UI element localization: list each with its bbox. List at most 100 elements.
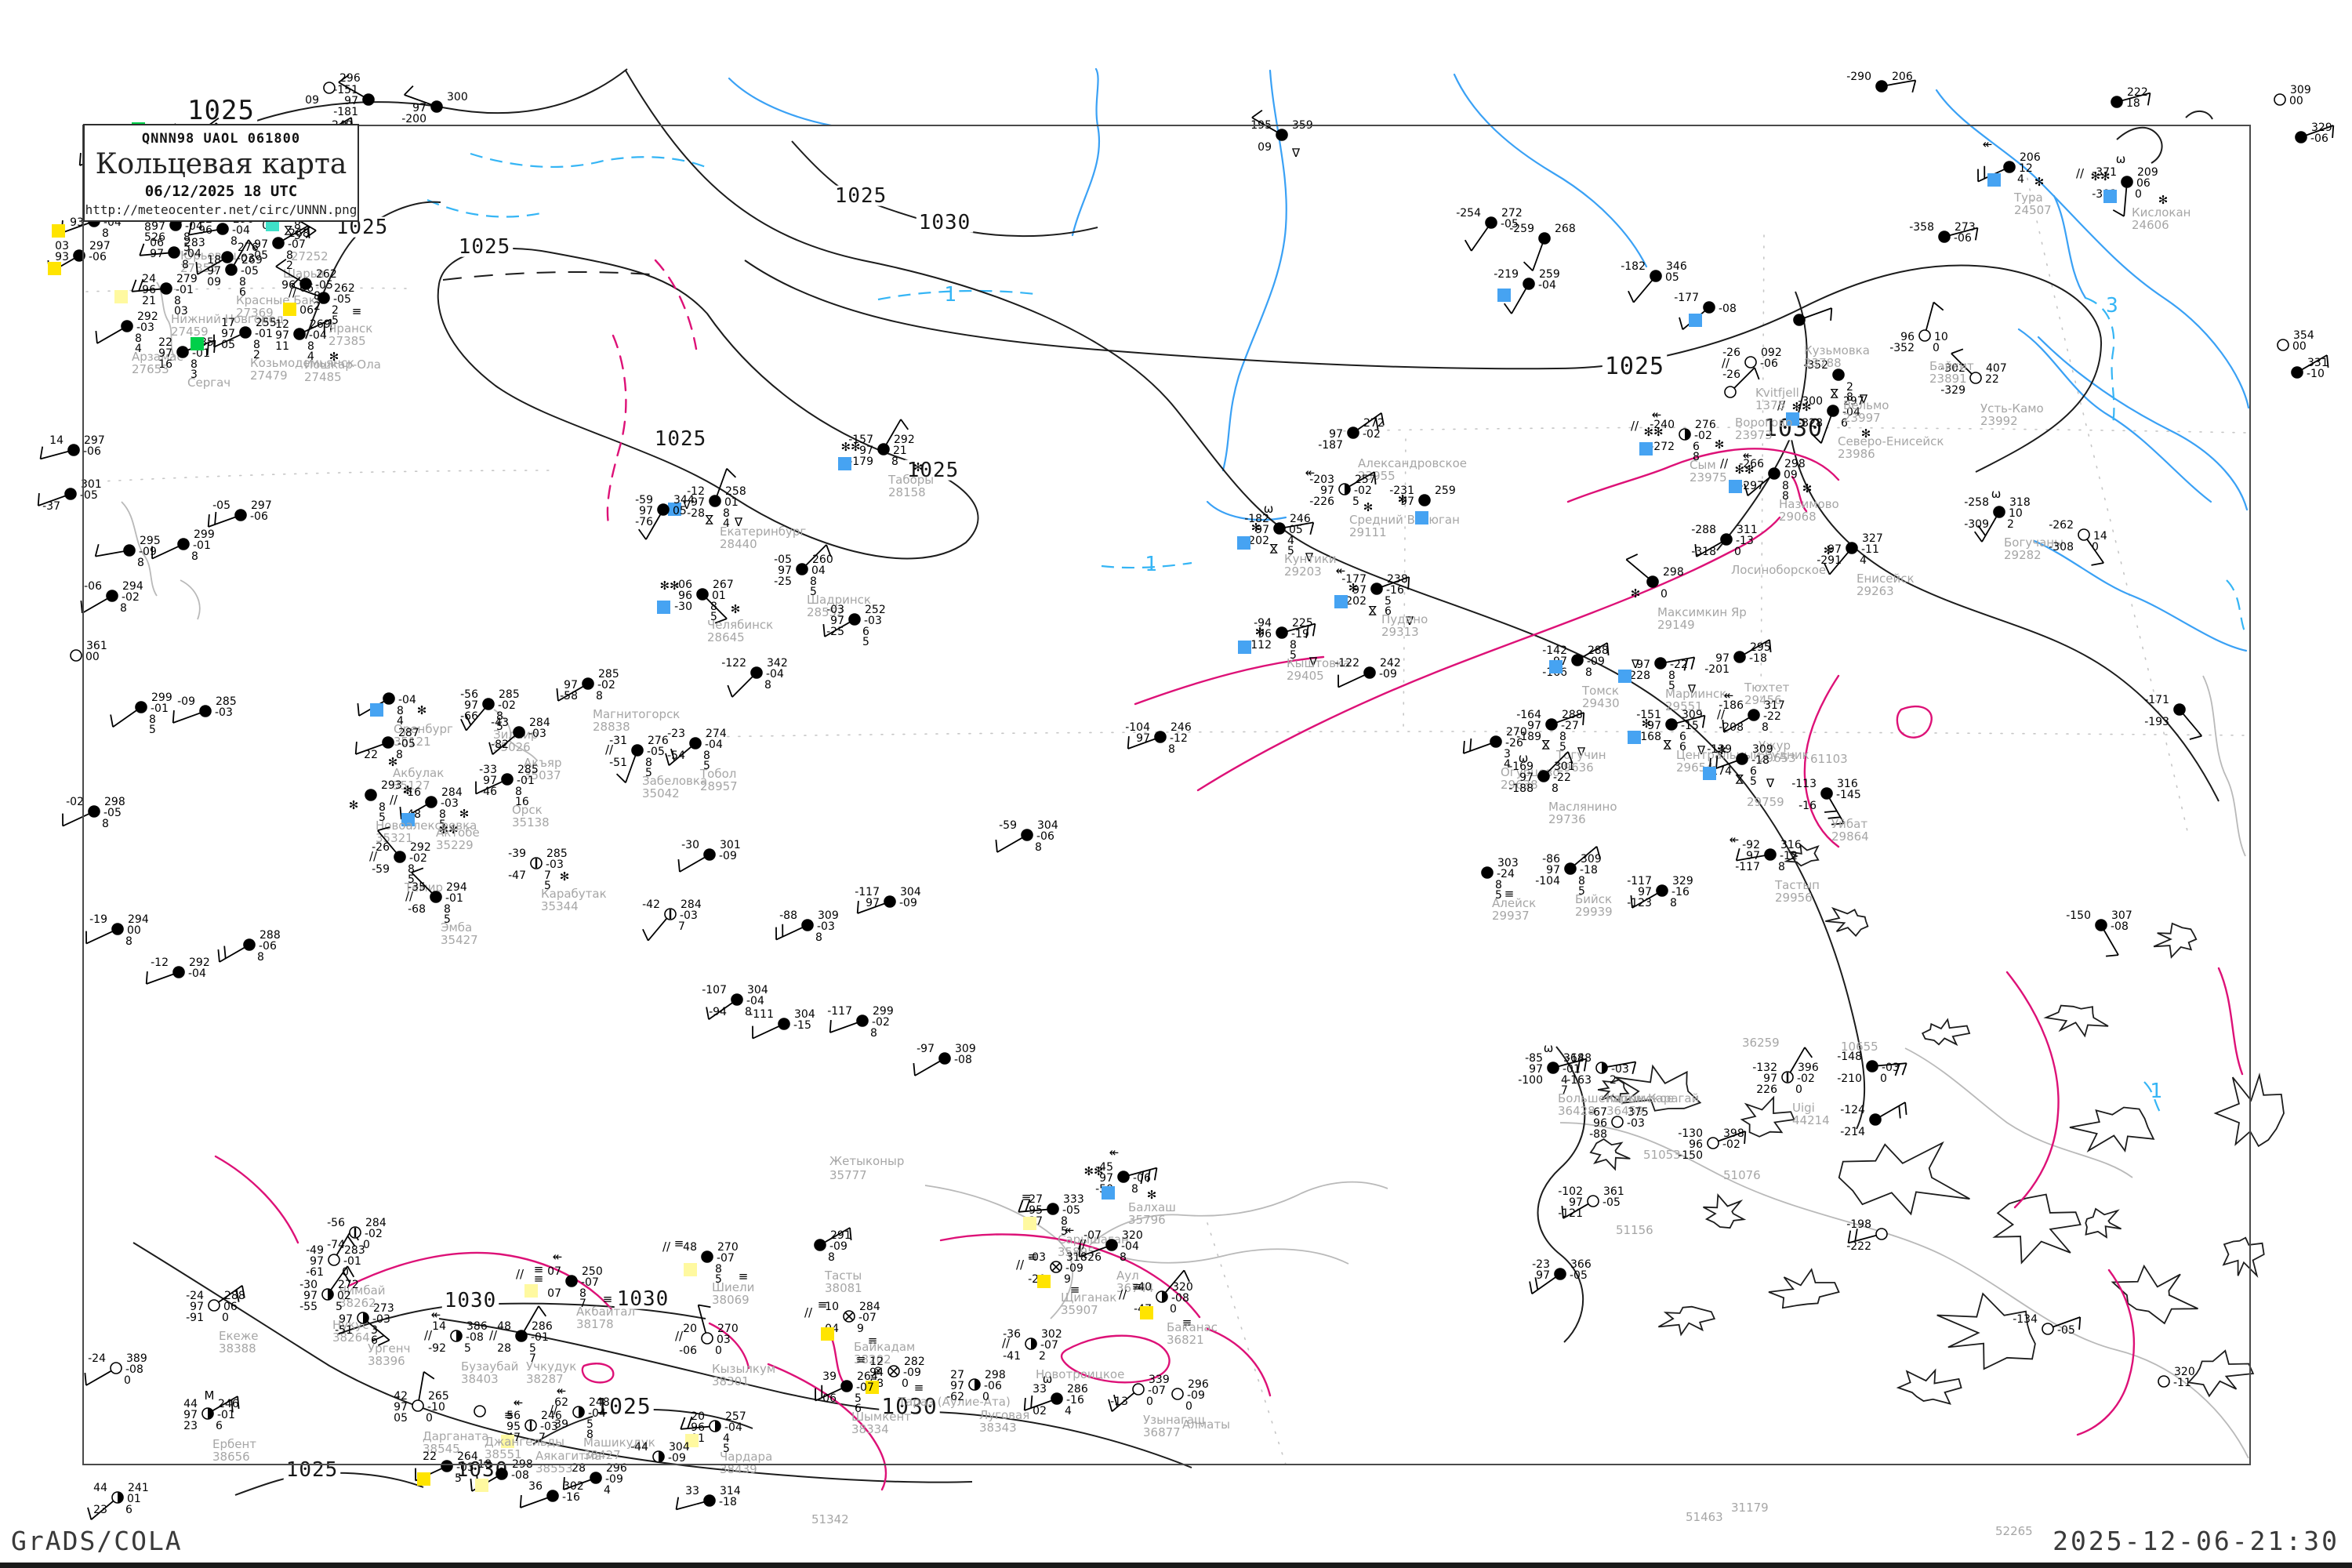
weather-glyph: ⋈ — [1828, 388, 1842, 400]
cloud-cover-symbol — [123, 544, 136, 557]
station-value-tr: 329 — [1672, 875, 1693, 887]
station-id: 38081 — [825, 1281, 862, 1295]
station-value-b1: 6 — [125, 1504, 132, 1516]
station-name: Яранск — [328, 321, 372, 336]
station-value-r: -03 — [215, 706, 233, 719]
station-value-b1: 0 — [124, 1374, 131, 1387]
station-value-tr: 298 — [985, 1369, 1006, 1381]
station-value-tl: -130 — [1678, 1127, 1703, 1140]
station-value-tr: 297 — [84, 434, 105, 447]
weather-glyph: ↞ — [1065, 1223, 1075, 1237]
station-value-tl: -16 — [403, 786, 421, 799]
weather-glyph: ≡ — [818, 1298, 828, 1312]
station-value-b1: 5 — [855, 1392, 862, 1405]
station-value-bl: -202 — [1341, 595, 1367, 608]
terrain-contour — [1783, 843, 1820, 867]
station-value-b1: 8 — [764, 679, 771, 691]
station-value-tr: 257 — [725, 1410, 746, 1423]
weather-glyph: ⋈ — [702, 514, 717, 526]
wind-barb — [668, 746, 691, 766]
cloud-cover-symbol — [1537, 770, 1550, 782]
station-value-bl: -297 — [1739, 480, 1764, 492]
wind-barb — [523, 1305, 539, 1331]
station-plot: -44 304-09 — [630, 1441, 690, 1465]
weather-square-blue — [370, 703, 383, 717]
isobar-label: 1025 — [459, 235, 511, 259]
station-value-b1: 0 — [715, 1345, 722, 1357]
station-value-l: 97 — [1715, 652, 1730, 665]
isobar-label: 1025 — [907, 459, 960, 482]
river — [1935, 89, 2250, 409]
wind-barb-feather — [1567, 751, 1573, 764]
station-value-r: -03 — [1611, 1063, 1629, 1076]
weather-glyph: ✻ — [417, 703, 427, 717]
front — [1206, 1327, 1272, 1397]
station-plot: -24 389-080 — [84, 1352, 147, 1387]
station-id: 38334 — [851, 1422, 889, 1436]
station-value-bl: -193 — [2144, 716, 2169, 728]
station-value-b1: 8 — [1782, 480, 1789, 492]
station-value-b2: 2 — [253, 349, 260, 361]
station-value-bl: -25 — [774, 575, 792, 588]
wind-barb — [1111, 1392, 1134, 1412]
cloud-cover-symbol — [501, 773, 514, 786]
cloud-cover-symbol — [1733, 651, 1746, 663]
station-value-tl: 33 — [1033, 1383, 1047, 1396]
wind-barb-feather — [206, 342, 209, 356]
station-value-tl: -142 — [1542, 644, 1567, 657]
station-id: 35321 — [376, 831, 413, 845]
station-name: Томск — [1581, 684, 1619, 698]
gray-map-label: 36259 — [1742, 1036, 1780, 1050]
station-value-l: 97 — [254, 238, 268, 251]
station-value-b2: 4 — [1504, 758, 1511, 771]
station-name: Новоалексеевка — [376, 818, 477, 833]
wind-barb — [1349, 471, 1375, 487]
cloud-cover-symbol — [64, 488, 77, 500]
station-plot: -259 268 — [1509, 223, 1576, 271]
weather-square-yellow — [52, 224, 65, 238]
wind-barb-feather — [1744, 1131, 1747, 1144]
station-value-b1: 8 — [1495, 879, 1502, 891]
station-value-r: -06 — [984, 1380, 1002, 1392]
wind-barb-feather — [1824, 810, 1838, 813]
station-id: 29149 — [1657, 618, 1695, 632]
cloud-cover-symbol — [67, 444, 80, 456]
cloud-cover-symbol — [1736, 753, 1748, 765]
station-value-r: -22 — [1670, 659, 1688, 671]
station-value-r: -03 — [680, 909, 698, 922]
weather-glyph: ∇ — [734, 515, 743, 529]
weather-square-blue — [1237, 536, 1250, 550]
cloud-cover-symbol — [495, 1468, 508, 1480]
station-name: Алейск — [1492, 896, 1536, 910]
cloud-half — [1345, 484, 1350, 495]
cloud-cover-symbol — [299, 278, 312, 290]
station-value-bl: -74 — [327, 1239, 345, 1251]
station-value-r: -08 — [511, 1469, 529, 1482]
station-id: 27385 — [328, 334, 366, 348]
station-name: Нижний Новгород — [171, 312, 284, 326]
wind-barb — [1829, 552, 1849, 575]
map-source-url: http://meteocenter.net/circ/UNNN.png — [85, 202, 358, 217]
station-value-tr: 291 — [830, 1229, 851, 1242]
station-plot: -09 285-03 — [172, 695, 237, 724]
station-value-l: 97 — [1746, 850, 1760, 862]
wind-barb-feather — [1534, 1277, 1539, 1290]
station-value-b2: 5 — [1290, 649, 1297, 662]
wind-barb-feather — [849, 1227, 852, 1240]
station-plot: -254 272-05 — [1456, 207, 1523, 252]
weather-square-blue — [1102, 1186, 1115, 1200]
weather-glyph: // — [550, 1403, 558, 1417]
weather-glyph: ✻ — [1251, 521, 1261, 535]
station-value-bl: 09 — [207, 276, 221, 289]
station-value-b1: 5 — [1385, 595, 1392, 608]
station-value-bl: 06 — [299, 304, 314, 317]
cloud-cover-symbol — [383, 692, 395, 705]
station-name: Шымкент — [851, 1410, 911, 1424]
wind-barb — [2123, 187, 2128, 216]
station-plot: 295-098 — [94, 535, 161, 569]
wind-barb-feather — [131, 279, 137, 292]
